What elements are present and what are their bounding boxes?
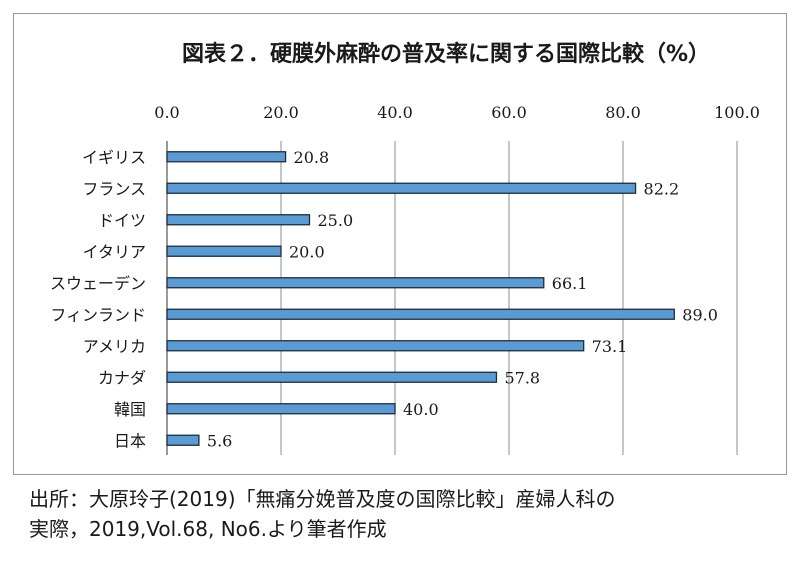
category-label: イタリア bbox=[83, 242, 146, 261]
x-tick-label: 100.0 bbox=[714, 103, 760, 122]
bar bbox=[166, 340, 585, 352]
category-label: 韓国 bbox=[114, 400, 146, 419]
category-label: カナダ bbox=[98, 368, 146, 387]
source-note-line-1: 出所：大原玲子(2019)「無痛分娩普及度の国際比較」産婦人科の bbox=[29, 487, 616, 511]
bar bbox=[166, 151, 287, 163]
bar bbox=[166, 182, 637, 194]
data-label: 25.0 bbox=[318, 211, 354, 230]
data-label: 89.0 bbox=[682, 305, 718, 324]
x-tick-label: 60.0 bbox=[491, 103, 527, 122]
chart-title: 図表２．硬膜外麻酔の普及率に関する国際比較（%） bbox=[182, 41, 710, 67]
bar bbox=[166, 214, 311, 226]
data-label: 20.0 bbox=[289, 242, 325, 261]
category-label: アメリカ bbox=[83, 337, 146, 356]
category-label: 日本 bbox=[114, 431, 146, 450]
bar bbox=[166, 277, 545, 289]
data-label: 82.2 bbox=[644, 179, 680, 198]
x-tick-label: 20.0 bbox=[263, 103, 299, 122]
data-label: 20.8 bbox=[294, 148, 330, 167]
data-label: 57.8 bbox=[504, 368, 540, 387]
bar bbox=[166, 371, 498, 383]
bar bbox=[166, 403, 396, 415]
bar bbox=[166, 245, 282, 257]
chart-frame: 図表２．硬膜外麻酔の普及率に関する国際比較（%） 0.0 20.0 40.0 60.0… bbox=[13, 13, 787, 475]
category-label: フィンランド bbox=[50, 305, 146, 324]
data-label: 40.0 bbox=[403, 400, 439, 419]
x-tick-label: 0.0 bbox=[154, 103, 179, 122]
bar-chart: 図表２．硬膜外麻酔の普及率に関する国際比較（%） 0.0 20.0 40.0 60.0… bbox=[50, 41, 760, 455]
data-label: 5.6 bbox=[207, 431, 232, 450]
category-label: スウェーデン bbox=[50, 274, 146, 293]
source-note: 出所：大原玲子(2019)「無痛分娩普及度の国際比較」産婦人科の 実際，2019… bbox=[29, 484, 789, 544]
category-label: ドイツ bbox=[98, 211, 146, 230]
data-label: 66.1 bbox=[552, 274, 588, 293]
x-tick-label: 40.0 bbox=[377, 103, 413, 122]
data-label: 73.1 bbox=[592, 337, 628, 356]
source-note-line-2: 実際，2019,Vol.68, No6.より筆者作成 bbox=[29, 517, 387, 541]
x-tick-label: 80.0 bbox=[605, 103, 641, 122]
category-label: イギリス bbox=[82, 148, 146, 167]
bar bbox=[166, 308, 675, 320]
bar bbox=[166, 434, 200, 446]
category-label: フランス bbox=[82, 179, 146, 198]
